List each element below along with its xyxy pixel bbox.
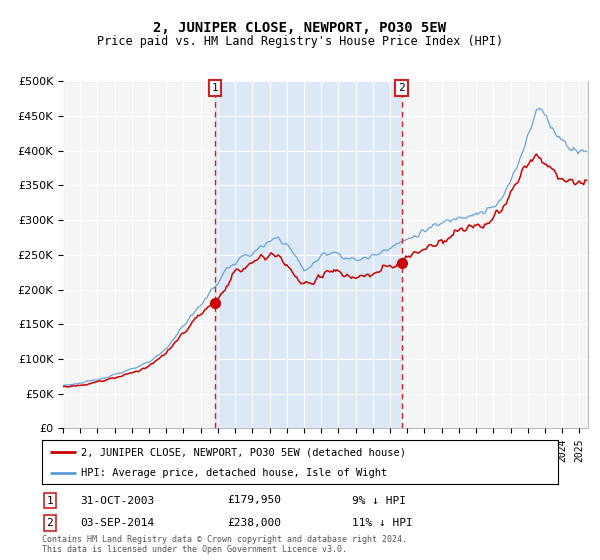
Text: 03-SEP-2014: 03-SEP-2014 [80,518,155,528]
Bar [215,81,401,428]
Text: Contains HM Land Registry data © Crown copyright and database right 2024.
This d: Contains HM Land Registry data © Crown c… [42,535,407,554]
Text: HPI: Average price, detached house, Isle of Wight: HPI: Average price, detached house, Isle… [80,468,387,478]
Text: 1: 1 [46,496,53,506]
Text: 9% ↓ HPI: 9% ↓ HPI [352,496,406,506]
Text: 2, JUNIPER CLOSE, NEWPORT, PO30 5EW (detached house): 2, JUNIPER CLOSE, NEWPORT, PO30 5EW (det… [80,447,406,457]
Text: 31-OCT-2003: 31-OCT-2003 [80,496,155,506]
Text: Price paid vs. HM Land Registry's House Price Index (HPI): Price paid vs. HM Land Registry's House … [97,35,503,48]
Text: 2: 2 [398,83,405,93]
Text: 1: 1 [212,83,218,93]
Text: 2, JUNIPER CLOSE, NEWPORT, PO30 5EW: 2, JUNIPER CLOSE, NEWPORT, PO30 5EW [154,21,446,35]
Text: £179,950: £179,950 [228,496,282,506]
Text: 11% ↓ HPI: 11% ↓ HPI [352,518,412,528]
Text: £238,000: £238,000 [228,518,282,528]
Text: 2: 2 [46,518,53,528]
